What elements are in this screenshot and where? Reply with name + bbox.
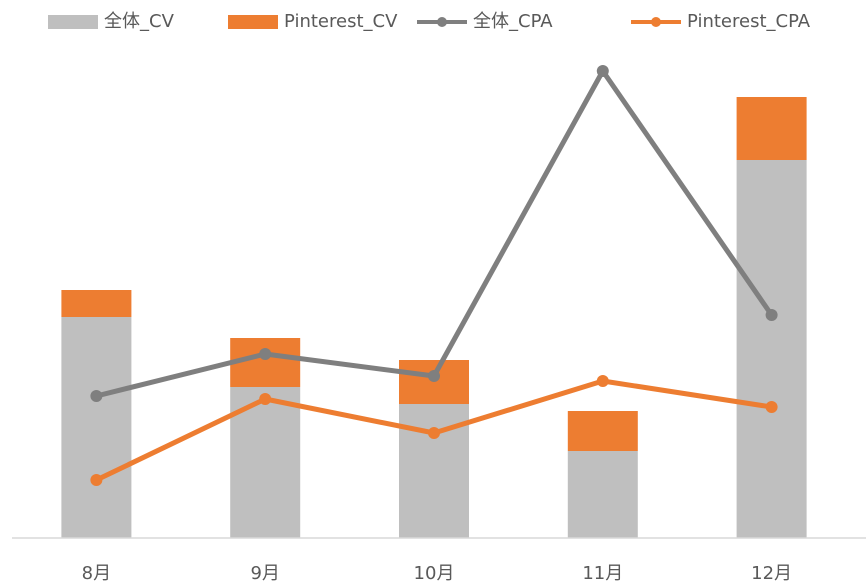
x-tick-label: 12月 (751, 563, 792, 584)
point (428, 427, 440, 439)
legend-label: Pinterest_CV (284, 11, 398, 32)
bar (736, 160, 807, 538)
point (765, 309, 778, 321)
legend-swatch (228, 15, 278, 29)
point (259, 393, 272, 405)
legend-swatch (48, 15, 98, 29)
legend-swatch (437, 17, 447, 27)
line (95, 68, 774, 399)
bar (230, 338, 301, 387)
point (765, 401, 778, 413)
x-tick-label: 11月 (582, 563, 623, 584)
legend-label: 全体_CPA (473, 11, 553, 32)
point (596, 65, 609, 77)
legend-label: Pinterest_CPA (687, 11, 811, 32)
x-tick-label: 10月 (414, 563, 455, 584)
point (90, 474, 103, 486)
point (90, 390, 103, 402)
bar (567, 451, 638, 538)
point (428, 370, 440, 382)
x-tick-label: 8月 (82, 563, 111, 584)
x-tick-label: 9月 (250, 563, 279, 584)
legend-label: 全体_CV (104, 11, 175, 32)
bar (567, 411, 638, 451)
bar (736, 97, 807, 160)
bar (61, 317, 132, 538)
legend-swatch (651, 17, 661, 27)
point (596, 375, 609, 387)
bar (61, 290, 132, 317)
point (259, 348, 272, 360)
